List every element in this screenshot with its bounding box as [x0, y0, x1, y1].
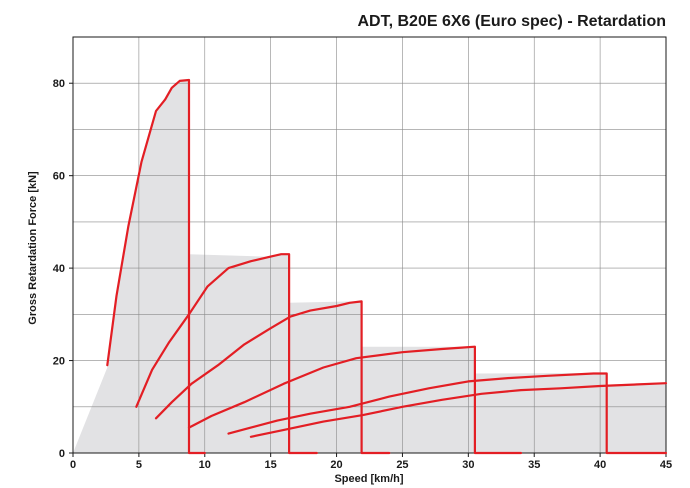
y-tick-label: 0 — [59, 448, 65, 460]
x-tick-label: 0 — [70, 459, 76, 471]
retardation-gear-6-line — [249, 382, 668, 438]
envelope-area — [73, 80, 666, 453]
x-tick-label: 30 — [462, 459, 474, 471]
x-tick-label: 10 — [199, 459, 211, 471]
x-tick-label: 40 — [594, 459, 606, 471]
y-tick-label: 40 — [53, 263, 65, 275]
x-tick-label: 25 — [396, 459, 408, 471]
x-tick-label: 35 — [528, 459, 540, 471]
plot-area: 0 5 10 15 20 25 30 35 40 45 0 20 40 60 80 — [53, 36, 672, 471]
y-tick-label: 60 — [53, 171, 65, 183]
retardation-gear-2-line — [135, 253, 318, 455]
retardation-gear-3-line — [154, 300, 391, 455]
y-tick-label: 80 — [53, 78, 65, 90]
x-tick-label: 15 — [265, 459, 277, 471]
x-tick-label: 20 — [330, 459, 342, 471]
chart-title: ADT, B20E 6X6 (Euro spec) - Retardation — [357, 13, 666, 30]
y-tick-label: 20 — [53, 356, 65, 368]
x-tick-label: 45 — [660, 459, 672, 471]
retardation-gear-4-line — [187, 345, 523, 455]
x-axis-label: Speed [km/h] — [334, 473, 403, 485]
retardation-gear-1-line — [106, 78, 206, 455]
retardation-gear-5-line — [227, 372, 668, 455]
x-tick-label: 5 — [136, 459, 142, 471]
y-axis-label: Gross Retardation Force [kN] — [27, 171, 39, 325]
